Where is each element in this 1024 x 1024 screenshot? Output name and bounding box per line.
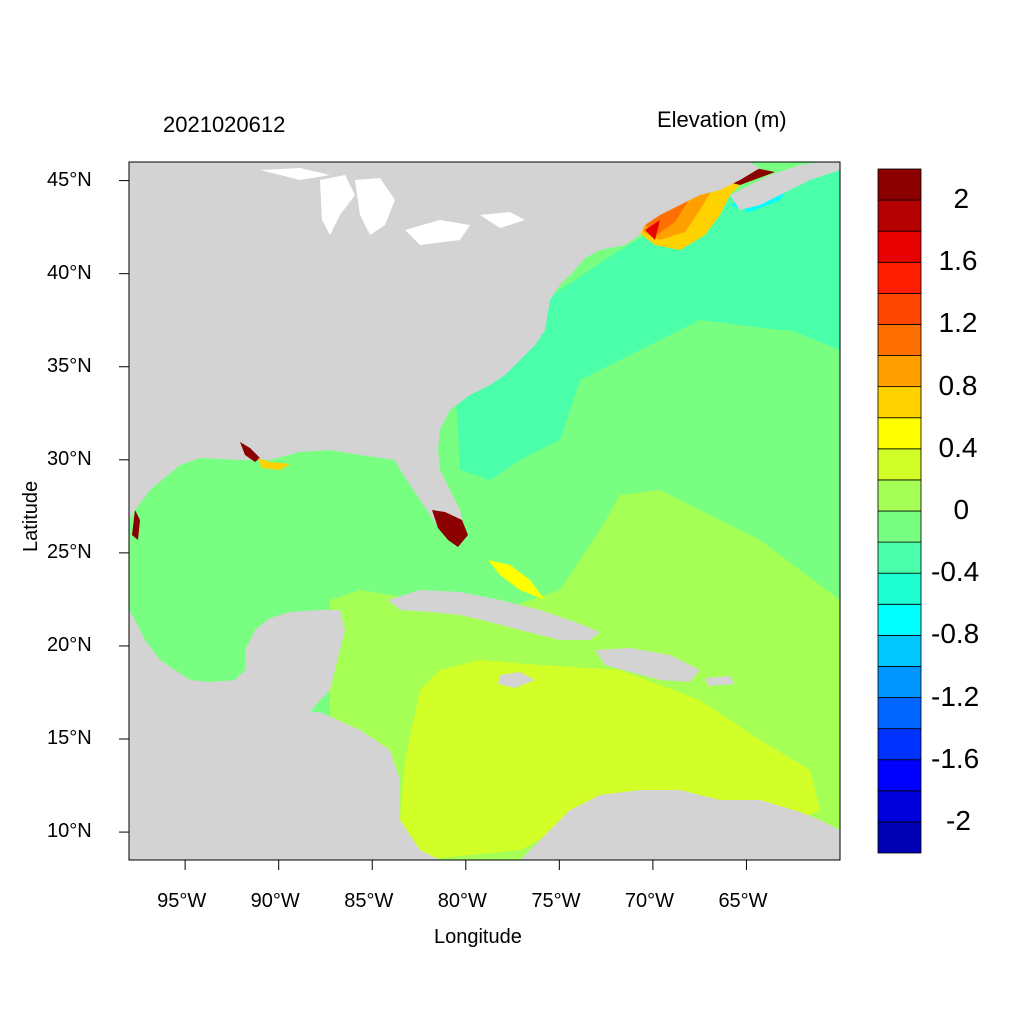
louisiana-coast-zone: [258, 458, 290, 470]
colorbar-label: 0.4: [938, 431, 978, 463]
colorbar-swatch: [877, 479, 922, 512]
x-tick-label: 90°W: [250, 890, 300, 912]
colorbar-swatch: [877, 572, 922, 605]
colorbar-label: -1.6: [931, 742, 980, 774]
colorbar-label: 0: [953, 494, 970, 525]
colorbar-label: -0.4: [931, 556, 980, 588]
y-tick-label: 25°N: [47, 540, 92, 563]
x-tick-label: 95°W: [157, 890, 207, 912]
y-axis-ticks: [119, 180, 129, 833]
colorbar-swatch: [877, 448, 922, 481]
colorbar-swatch: [877, 821, 922, 854]
land-mass: [129, 162, 840, 860]
colorbar-label: -2: [946, 804, 971, 836]
x-tick-label: 70°W: [624, 890, 675, 912]
x-tick-label: 75°W: [531, 890, 581, 912]
colorbar: [877, 168, 922, 854]
map-frame: [128, 161, 841, 861]
colorbar-swatch: [877, 759, 922, 792]
colorbar-swatch: [877, 168, 922, 201]
colorbar-swatch: [877, 603, 922, 636]
colorbar-swatch: [877, 261, 922, 294]
colorbar-label: -1.2: [931, 680, 980, 712]
y-tick-label: 30°N: [47, 447, 92, 470]
x-tick-label: 85°W: [344, 890, 394, 912]
colorbar-label: 1.2: [938, 307, 978, 339]
colorbar-swatch: [877, 355, 922, 388]
colorbar-swatch: [877, 666, 922, 698]
colorbar-swatch: [877, 697, 922, 730]
colorbar-label: -0.8: [931, 618, 980, 650]
y-tick-label: 40°N: [47, 261, 92, 284]
y-tick-label: 10°N: [47, 820, 92, 843]
atlantic-negative-zone: [455, 162, 840, 480]
colorbar-label: 0.8: [938, 369, 978, 401]
y-tick-label: 45°N: [47, 168, 92, 191]
great-lakes: [260, 168, 525, 245]
colorbar-swatch: [877, 541, 922, 574]
atlantic-zone-b: [690, 330, 840, 500]
colorbar-swatch: [877, 728, 922, 761]
colorbar-swatch: [877, 292, 922, 325]
y-tick-label: 35°N: [47, 354, 92, 377]
x-tick-label: 65°W: [718, 890, 768, 912]
colorbar-swatch: [877, 386, 922, 419]
y-tick-label: 20°N: [47, 633, 92, 656]
map-units-label: Elevation (m): [657, 107, 787, 132]
y-tick-label: 15°N: [47, 727, 92, 749]
colorbar-label: 1.6: [938, 245, 978, 277]
colorbar-swatch: [877, 634, 922, 667]
x-tick-label: 80°W: [437, 890, 487, 912]
colorbar-swatch: [877, 324, 922, 356]
x-axis-ticks: [184, 860, 747, 870]
colorbar-label: 2: [953, 183, 970, 215]
x-axis-label: Longitude: [434, 926, 522, 948]
surge-zone-d: [645, 220, 660, 240]
coastal-surge-hotspots: [132, 442, 468, 547]
colorbar-swatch: [877, 199, 922, 232]
colorbar-swatch: [877, 510, 922, 543]
map-field: [129, 162, 840, 860]
bahamas-zone: [488, 560, 545, 600]
colorbar-swatch: [877, 417, 922, 450]
map-date-label: 2021020612: [163, 112, 286, 137]
colorbar-swatch: [877, 790, 922, 823]
colorbar-swatch: [877, 230, 922, 263]
